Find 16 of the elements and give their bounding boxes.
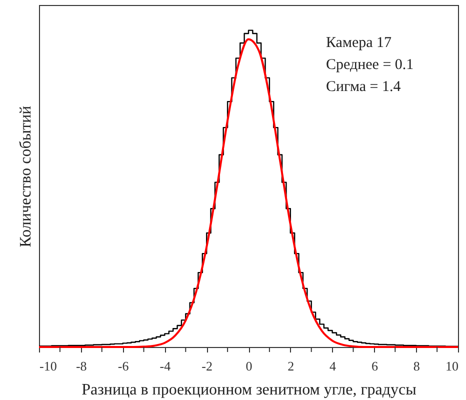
- x-tick-label: -2: [202, 358, 213, 374]
- annotation: Сигма = 1.4: [326, 79, 402, 95]
- annotation: Среднее = 0.1: [326, 57, 414, 73]
- x-tick-label: 0: [246, 358, 252, 374]
- x-tick-label: -10: [40, 358, 57, 374]
- x-tick-label: 4: [330, 358, 337, 374]
- x-tick-label: 6: [371, 358, 378, 374]
- x-tick-label: 8: [413, 358, 420, 374]
- annotation: Камера 17: [326, 35, 392, 51]
- y-axis-title: Количество событий: [18, 105, 34, 248]
- x-tick-label: -4: [160, 358, 172, 374]
- x-tick-label: -6: [118, 358, 130, 374]
- x-tick-label: 10: [446, 358, 458, 374]
- x-axis-title: Разница в проекционном зенитном угле, градусы: [82, 382, 417, 398]
- x-tick-label: -8: [76, 358, 87, 374]
- x-tick-label: 2: [288, 358, 294, 374]
